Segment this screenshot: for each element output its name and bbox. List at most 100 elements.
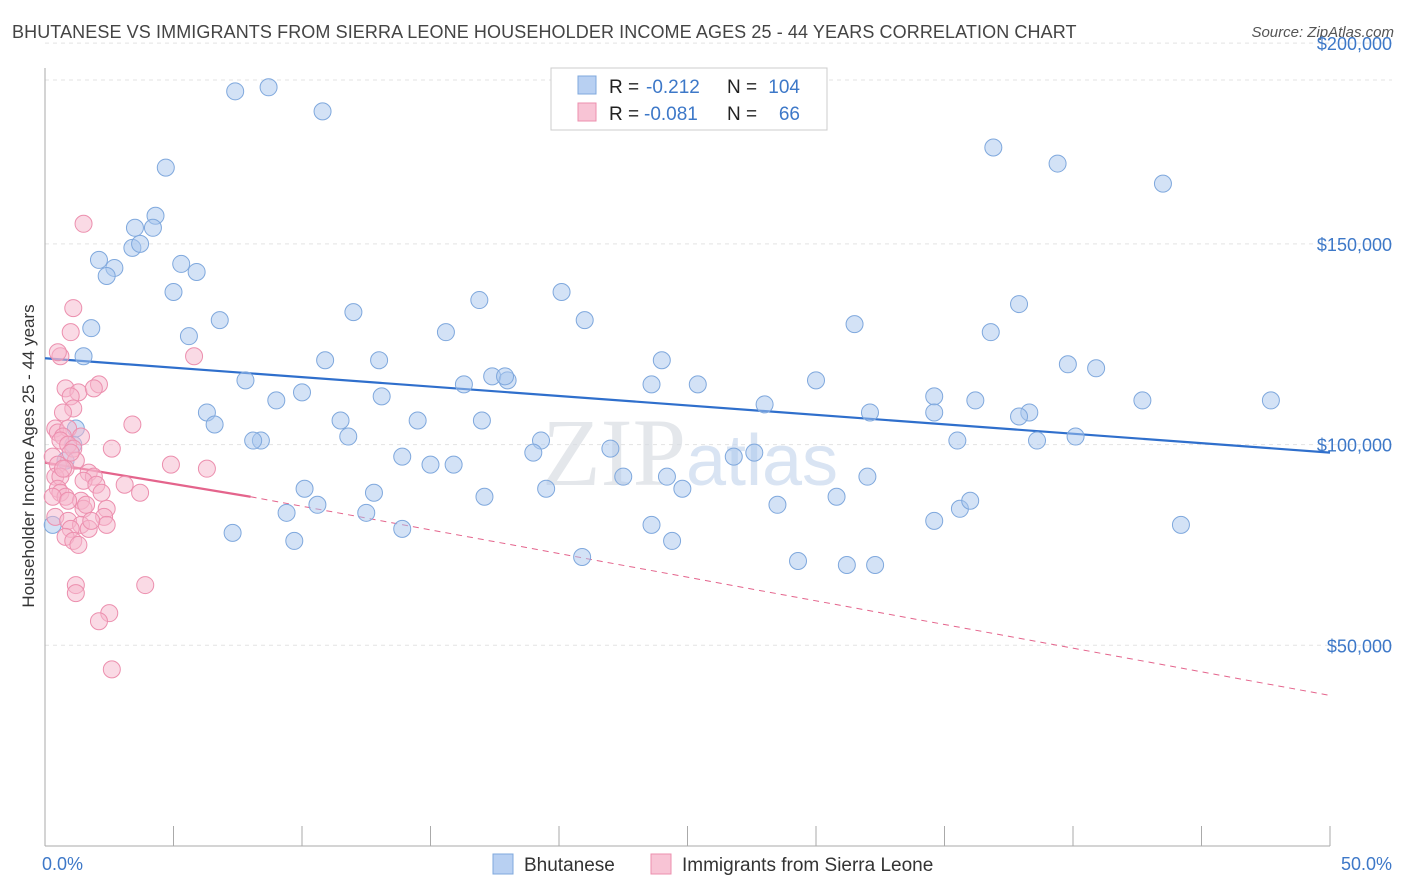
data-point [143,218,162,237]
data-point [444,455,463,474]
data-points [43,78,1280,679]
data-point [1087,359,1106,378]
data-point [43,487,62,506]
data-point [601,439,620,458]
data-point [223,523,242,542]
data-point [1010,295,1029,314]
data-point [860,403,879,422]
data-point [267,391,286,410]
y-tick-labels: $50,000 $100,000 $150,000 $200,000 [1317,34,1392,656]
data-point [454,375,473,394]
data-point [981,323,1000,342]
data-point [123,415,142,434]
data-point [236,371,255,390]
data-point [663,531,682,550]
data-point [277,503,296,522]
data-point [827,487,846,506]
chart-title: BHUTANESE VS IMMIGRANTS FROM SIERRA LEON… [12,22,1077,42]
data-point [1066,427,1085,446]
data-point [344,303,363,322]
data-point [1028,431,1047,450]
x-tick-label-max: 50.0% [1341,854,1392,874]
data-point [393,519,412,538]
data-point [161,455,180,474]
data-point [573,547,592,566]
legend-n-value-1: 104 [768,77,800,98]
data-point [64,299,83,318]
data-point [185,347,204,366]
data-point [657,467,676,486]
data-point [470,291,489,310]
data-point [97,266,116,285]
data-point [244,431,263,450]
data-point [197,459,216,478]
trend-line-sierra-leone-extension [250,496,1331,696]
data-point [226,82,245,101]
data-point [642,375,661,394]
data-point [866,556,885,574]
bottom-legend-label-sierra-leone: Immigrants from Sierra Leone [682,855,933,876]
data-point [316,351,335,370]
data-point [172,254,191,273]
legend-n-label-1: N = [727,77,757,98]
data-point [125,218,144,237]
data-point [688,375,707,394]
data-point [66,584,85,603]
source-label: Source: ZipAtlas.com [1251,24,1394,41]
data-point [472,411,491,430]
y-axis-label: Householder Income Ages 25 - 44 years [19,304,38,607]
data-point [285,531,304,550]
series-bhutanese [43,78,1280,574]
data-point [421,455,440,474]
data-point [475,487,494,506]
data-point [393,447,412,466]
data-point [339,427,358,446]
data-point [205,415,224,434]
data-point [61,323,80,342]
data-point [1171,515,1190,534]
data-point [74,214,93,233]
data-point [807,371,825,390]
top-legend: R = -0.212 N = 104 R = -0.081 N = 66 [550,67,828,131]
data-point [115,475,134,494]
legend-n-label-2: N = [727,104,757,125]
data-point [552,283,571,302]
bottom-legend-swatch-sierra-leone [650,853,672,875]
data-point [48,343,67,362]
y-tick-label: $50,000 [1327,636,1392,656]
y-tick-label: $150,000 [1317,235,1392,255]
bottom-legend-swatch-bhutanese [492,853,514,875]
data-point [1153,174,1172,193]
data-point [436,323,455,342]
data-point [1010,407,1029,426]
data-point [179,327,198,346]
x-tick-label-min: 0.0% [42,854,83,874]
data-point [164,283,183,302]
data-point [925,403,944,422]
data-point [1261,391,1280,410]
data-point [295,479,314,498]
bottom-legend-label-bhutanese: Bhutanese [524,855,615,876]
data-point [845,315,864,334]
data-point [210,311,229,330]
data-point [370,351,389,370]
data-point [357,503,376,522]
data-point [364,483,383,502]
data-point [948,431,967,450]
data-point [837,556,856,574]
data-point [1133,391,1152,410]
y-tick-label: $200,000 [1317,34,1392,54]
data-point [131,483,150,502]
data-point [89,612,108,631]
watermark-atlas: atlas [686,421,838,501]
data-point [259,78,278,97]
data-point [966,391,985,410]
data-point [789,551,808,570]
data-point [984,138,1003,157]
data-point [69,535,88,554]
data-point [614,467,633,486]
data-point [652,351,671,370]
grid-lines [45,42,1392,646]
trend-line-bhutanese [44,357,1331,454]
data-point [97,515,116,534]
